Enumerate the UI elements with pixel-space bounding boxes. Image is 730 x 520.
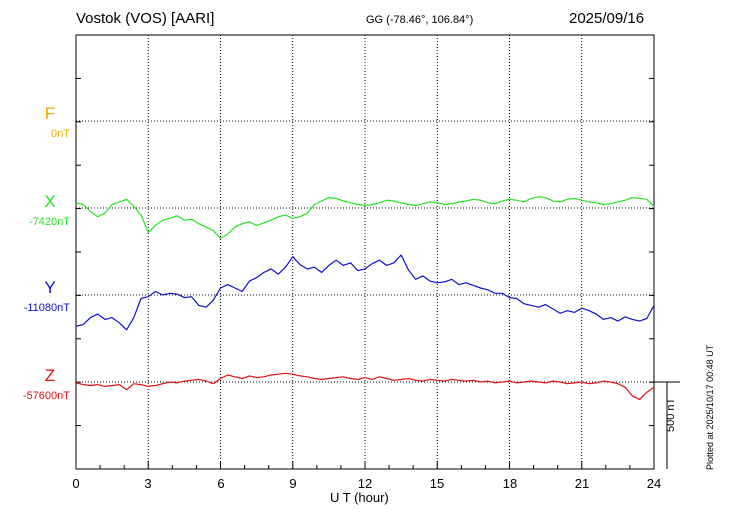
x-tick-label: 12 xyxy=(357,476,373,491)
series-x-baseline: -7420nT xyxy=(29,216,70,228)
x-tick-label: 3 xyxy=(144,476,152,491)
series-z-baseline: -57600nT xyxy=(22,390,70,402)
series-traces xyxy=(75,196,655,400)
x-tick-label: 6 xyxy=(217,476,225,491)
series-x-letter: X xyxy=(44,192,56,211)
series-line-z xyxy=(75,372,655,400)
date-label: 2025/09/16 xyxy=(569,10,645,27)
series-z-letter: Z xyxy=(44,366,56,385)
x-tick-label: 24 xyxy=(646,476,662,491)
series-y-baseline: -11080nT xyxy=(23,302,70,314)
x-tick-label: 0 xyxy=(72,476,80,491)
series-f-letter: F xyxy=(44,104,56,123)
coordinates-label: GG (-78.46°, 106.84°) xyxy=(366,14,474,26)
station-title: Vostok (VOS) [AARI] xyxy=(76,10,215,27)
x-tick-label: 9 xyxy=(289,476,297,491)
series-line-y xyxy=(75,254,655,331)
series-f-baseline: 0nT xyxy=(51,128,70,140)
series-y-letter: Y xyxy=(44,278,56,297)
scale-bar-label: 500 nT xyxy=(665,397,677,432)
grid-lines xyxy=(76,35,654,469)
plotted-timestamp: Plotted at 2025/10/17 00:48 UT xyxy=(705,344,715,470)
x-tick-label: 18 xyxy=(502,476,518,491)
x-axis-label: U T (hour) xyxy=(330,490,389,505)
x-tick-label: 15 xyxy=(429,476,445,491)
x-tick-label: 21 xyxy=(574,476,590,491)
scale-bar xyxy=(654,381,680,469)
series-line-x xyxy=(75,196,655,239)
axis-ticks xyxy=(75,34,655,470)
